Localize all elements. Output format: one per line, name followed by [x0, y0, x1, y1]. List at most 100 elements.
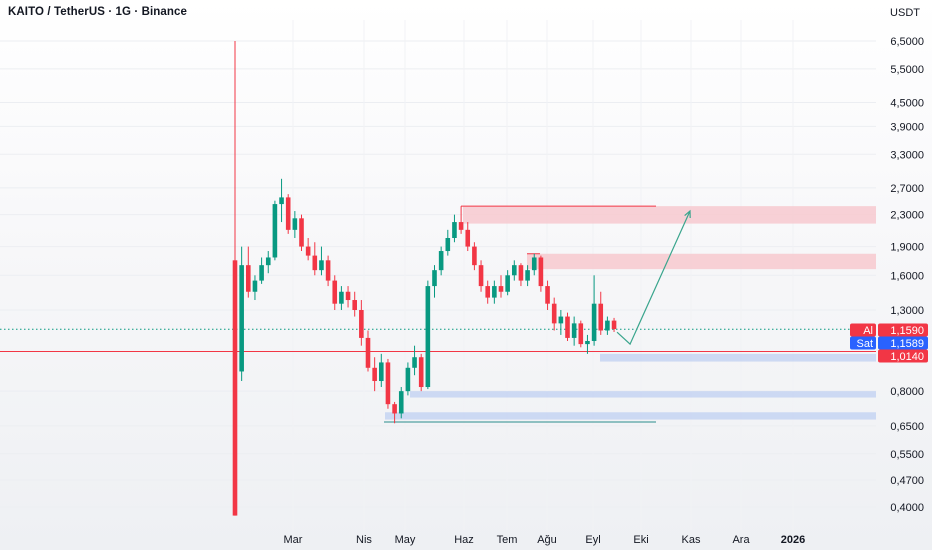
candle-body — [418, 357, 424, 388]
candle-body — [438, 251, 444, 271]
y-tick-label: 2,7000 — [890, 183, 924, 195]
candle-body — [465, 229, 471, 247]
support-zone — [385, 412, 876, 420]
buy-tag-value-box — [878, 323, 928, 337]
buy-tag-label-box — [850, 323, 876, 337]
x-tick-label: Kas — [682, 534, 701, 546]
candle-body — [398, 391, 404, 414]
x-axis: Mar Nis May Haz Tem Ağu Eyl Eki Kas Ara 2026 — [284, 534, 806, 546]
candle-body — [492, 286, 497, 298]
buy-tag-value: 1,1590 — [890, 325, 924, 337]
candle-body — [359, 310, 364, 338]
candle-body — [505, 275, 510, 292]
candle-body — [538, 257, 544, 287]
y-tick-label: 4,5000 — [890, 97, 924, 109]
candle-body — [458, 222, 464, 230]
candle-body — [239, 265, 244, 372]
y-tick-label: 5,5000 — [890, 64, 924, 76]
candle-body — [232, 260, 238, 516]
y-tick-label: 3,9000 — [890, 121, 924, 133]
candle-body — [279, 197, 284, 205]
y-tick-label: 3,3000 — [890, 149, 924, 161]
candle-body — [525, 270, 530, 281]
projection — [616, 209, 691, 346]
candle-body — [325, 260, 331, 281]
level-tag-value: 1,0140 — [890, 351, 924, 363]
currency-label: USDT — [890, 7, 920, 19]
y-axis: 6,5000 5,5000 4,5000 3,9000 3,3000 2,7000 2,30… — [890, 36, 924, 514]
y-tick-label: 1,3000 — [890, 305, 924, 317]
candle-body — [299, 218, 304, 247]
sell-tag-value-box — [878, 336, 928, 350]
grid — [0, 20, 876, 530]
x-tick-label: Mar — [284, 534, 303, 546]
projection-arrowhead — [684, 209, 691, 219]
x-tick-label: Ağu — [537, 534, 557, 546]
candle-body — [305, 246, 311, 256]
candle-body — [551, 303, 557, 324]
candles — [232, 41, 617, 516]
x-tick-label: Eki — [633, 534, 648, 546]
candle-body — [259, 265, 264, 281]
candle-body — [472, 246, 477, 266]
x-tick-label: Haz — [454, 534, 474, 546]
support-zone — [600, 353, 876, 362]
y-tick-label: 1,6000 — [890, 270, 924, 282]
chart-title: KAITO / TetherUS · 1G · Binance — [8, 6, 188, 18]
sell-tag-value: 1,1589 — [890, 338, 924, 350]
y-tick-label: 2,3000 — [890, 210, 924, 222]
x-tick-label: Ara — [732, 534, 750, 546]
support-zone — [410, 391, 876, 398]
candle-body — [339, 291, 344, 304]
candle-body — [498, 286, 504, 292]
candle-body — [379, 362, 384, 382]
zones — [0, 205, 876, 423]
candle-body — [598, 303, 604, 331]
projection-path — [616, 210, 691, 346]
candle-body — [545, 286, 550, 304]
candle-body — [531, 257, 537, 271]
candle-body — [432, 270, 437, 287]
candle-body — [319, 260, 324, 271]
candle-body — [611, 320, 617, 330]
level-tag-value-box — [878, 349, 928, 363]
x-tick-label: May — [395, 534, 416, 546]
y-tick-label: 0,5500 — [890, 449, 924, 461]
candle-body — [425, 286, 431, 388]
sell-tag-label: Sat — [856, 338, 873, 350]
candle-body — [332, 280, 338, 304]
y-tick-label: 6,5000 — [890, 36, 924, 48]
candle-body — [252, 280, 258, 292]
x-tick-label: Eyl — [585, 534, 600, 546]
sell-tag-label-box — [850, 336, 876, 350]
x-tick-label: 2026 — [781, 534, 805, 546]
candle-body — [558, 316, 564, 324]
y-tick-label: 0,4700 — [890, 475, 924, 487]
candle-body — [352, 300, 357, 311]
candle-body — [405, 367, 411, 392]
candle-body — [605, 320, 610, 331]
candle-body — [392, 404, 397, 414]
x-tick-label: Nis — [356, 534, 372, 546]
resistance-zone — [527, 253, 876, 270]
y-tick-label: 0,8000 — [890, 386, 924, 398]
candle-body — [578, 323, 584, 345]
y-tick-label: 0,4000 — [890, 502, 924, 514]
resistance-zone — [463, 206, 876, 224]
candle-body — [312, 255, 318, 271]
candle-body — [265, 257, 271, 266]
candle-body — [365, 337, 371, 368]
candle-body — [565, 316, 570, 338]
candle-body — [571, 323, 577, 338]
candle-body — [385, 362, 391, 405]
x-tick-label: Tem — [497, 534, 518, 546]
y-tick-label: 1,9000 — [890, 242, 924, 254]
candle-body — [445, 237, 451, 252]
candle-body — [345, 291, 351, 301]
candle-body — [485, 286, 490, 298]
candle-body — [272, 204, 278, 258]
candle-body — [518, 265, 524, 281]
candle-body — [285, 197, 291, 230]
